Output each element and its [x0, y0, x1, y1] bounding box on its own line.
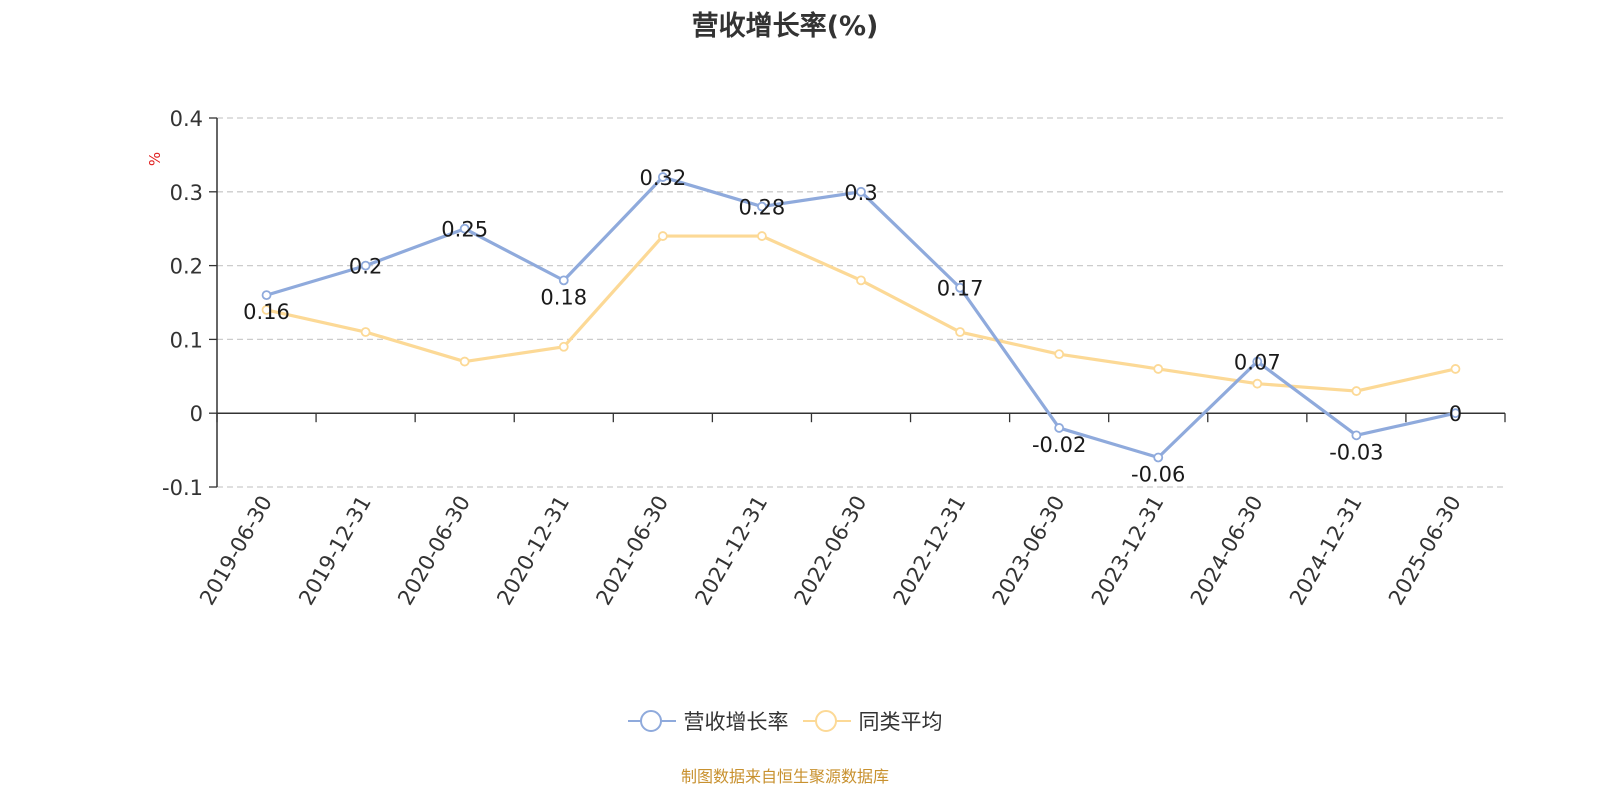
legend: 营收增长率 同类平均: [0, 706, 1570, 736]
grid-lines: [217, 117, 1505, 488]
data-label: 0.16: [243, 300, 290, 324]
data-label: 0: [1449, 402, 1462, 426]
data-point: [1351, 430, 1362, 441]
x-tick-label: 2022-12-31: [889, 492, 971, 610]
y-tick-label: 0.4: [170, 107, 203, 131]
data-point: [955, 327, 965, 337]
data-point: [1054, 423, 1065, 433]
legend-marker-icon: [802, 709, 851, 733]
x-tick-label: 2019-06-30: [195, 492, 277, 610]
data-label: 0.32: [639, 166, 686, 190]
x-tick-label: 2025-06-30: [1384, 492, 1466, 610]
x-tick-label: 2021-06-30: [591, 492, 673, 610]
data-labels: 0.16 0.2 0.25 0.18 0.32 0.28 0.3 0.17 -0.02 -0.06…: [243, 166, 1462, 486]
data-source-note: 制图数据来自恒生聚源数据库: [680, 767, 889, 786]
data-point: [1450, 364, 1461, 374]
data-label: 0.2: [349, 255, 382, 279]
data-label: 0.28: [739, 196, 786, 220]
x-tick-label: 2023-12-31: [1087, 492, 1169, 610]
data-point: [1153, 364, 1164, 374]
legend-item-peer-average[interactable]: 同类平均: [802, 706, 943, 736]
data-label: 0.18: [540, 285, 587, 309]
x-tick-label: 2024-06-30: [1186, 492, 1268, 610]
data-point: [757, 201, 767, 212]
data-point: [360, 260, 371, 271]
data-point: [558, 275, 569, 286]
data-label: -0.06: [1131, 462, 1185, 486]
y-axis-label: %: [146, 152, 164, 166]
legend-label: 同类平均: [858, 710, 943, 734]
data-point: [657, 231, 668, 241]
data-point: [1153, 452, 1164, 463]
data-point: [459, 356, 470, 367]
data-label: 0.3: [844, 181, 877, 205]
data-point: [261, 304, 272, 315]
data-label: 0.17: [937, 277, 984, 301]
x-tick-label: 2023-06-30: [988, 492, 1070, 610]
data-point: [1351, 386, 1362, 396]
y-tick-label: 0.2: [170, 255, 203, 279]
y-tick-label: 0: [190, 402, 203, 426]
data-point: [1054, 349, 1065, 360]
y-tick-label: 0.1: [170, 328, 203, 352]
data-label: 0.25: [441, 218, 488, 242]
data-point: [1252, 378, 1263, 389]
x-tick-label: 2020-12-31: [492, 492, 574, 610]
legend-item-revenue-growth[interactable]: 营收增长率: [627, 706, 789, 736]
data-point: [757, 231, 767, 241]
data-point: [657, 172, 668, 182]
x-tick-label: 2021-12-31: [690, 492, 772, 610]
x-tick-label: 2022-06-30: [790, 492, 872, 610]
data-point: [261, 290, 272, 301]
data-point: [1252, 356, 1263, 367]
y-tick-label: 0.3: [170, 181, 203, 205]
data-point: [856, 186, 866, 197]
series: [261, 172, 1461, 463]
legend-label: 营收增长率: [683, 710, 789, 734]
data-point: [360, 327, 371, 337]
legend-marker-icon: [627, 709, 676, 733]
data-label: -0.03: [1329, 440, 1383, 464]
x-tick-label: 2024-12-31: [1285, 492, 1367, 610]
data-point: [955, 282, 965, 293]
data-point: [856, 275, 866, 286]
data-point: [1450, 408, 1461, 419]
x-tick-label: 2019-12-31: [294, 492, 376, 610]
data-point: [558, 341, 569, 352]
x-tick-label: 2020-06-30: [393, 492, 475, 610]
chart-title: 营收增长率(%): [691, 11, 879, 42]
y-tick-label: -0.1: [162, 476, 203, 500]
data-point: [459, 223, 470, 234]
data-label: 0.07: [1234, 351, 1281, 375]
data-label: -0.02: [1032, 433, 1086, 457]
